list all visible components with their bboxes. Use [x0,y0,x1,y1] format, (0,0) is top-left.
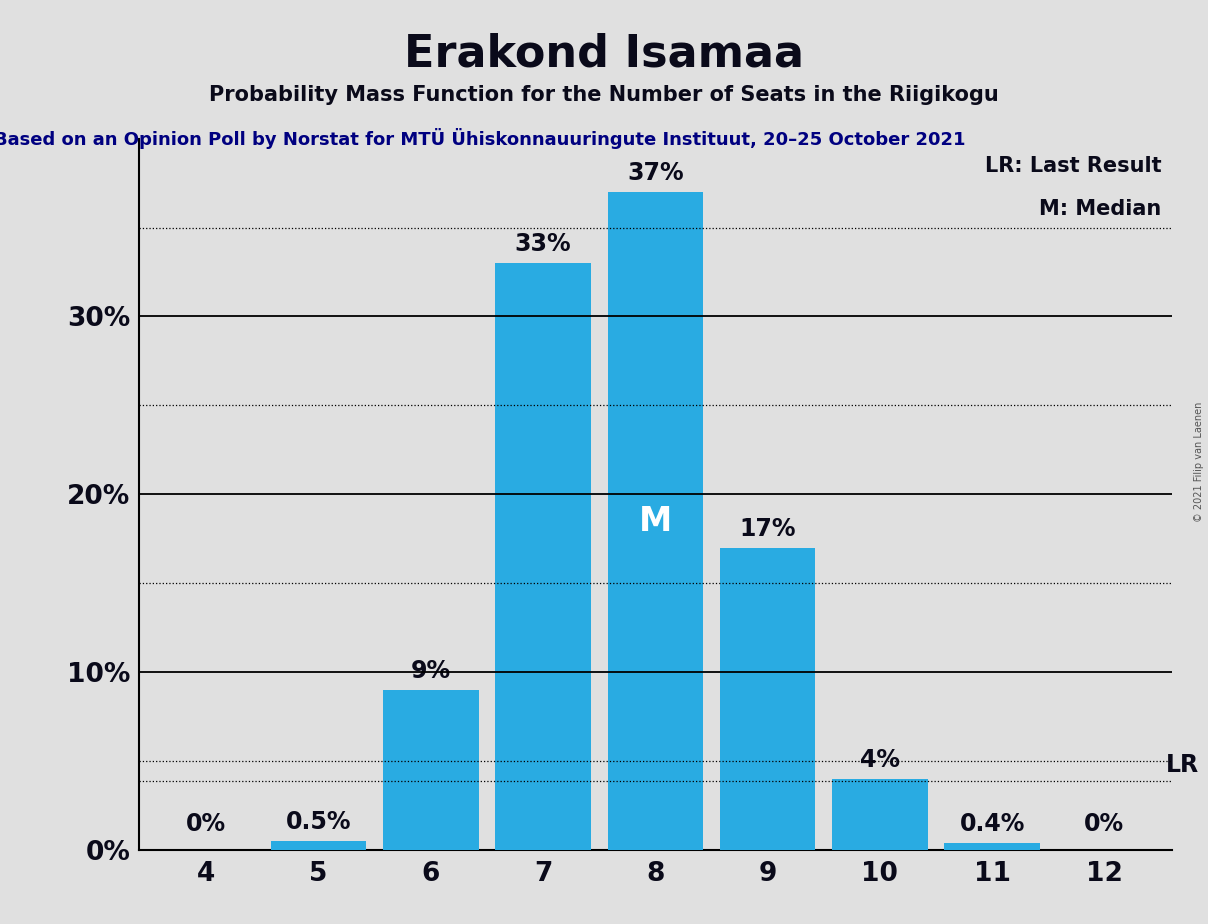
Bar [720,548,815,850]
Bar [495,263,591,850]
Text: Based on an Opinion Poll by Norstat for MTÜ Ühiskonnauuringute Instituut, 20–25 : Based on an Opinion Poll by Norstat for … [0,128,965,149]
Bar [608,192,703,850]
Text: 0%: 0% [1085,812,1125,836]
Bar [832,779,928,850]
Bar [945,843,1040,850]
Text: 9%: 9% [411,659,451,683]
Text: M: M [639,505,672,538]
Text: © 2021 Filip van Laenen: © 2021 Filip van Laenen [1195,402,1204,522]
Text: Probability Mass Function for the Number of Seats in the Riigikogu: Probability Mass Function for the Number… [209,85,999,105]
Text: 4%: 4% [860,748,900,772]
Text: 0.5%: 0.5% [286,810,352,834]
Text: 37%: 37% [627,161,684,185]
Text: 17%: 17% [739,517,796,541]
Text: Erakond Isamaa: Erakond Isamaa [403,32,805,76]
Text: 0%: 0% [186,812,226,836]
Bar [271,841,366,850]
Text: 33%: 33% [515,232,571,256]
Bar [383,690,478,850]
Text: 0.4%: 0.4% [959,812,1024,836]
Text: M: Median: M: Median [1039,199,1161,219]
Text: LR: Last Result: LR: Last Result [985,156,1161,176]
Text: LR: LR [1166,753,1200,777]
